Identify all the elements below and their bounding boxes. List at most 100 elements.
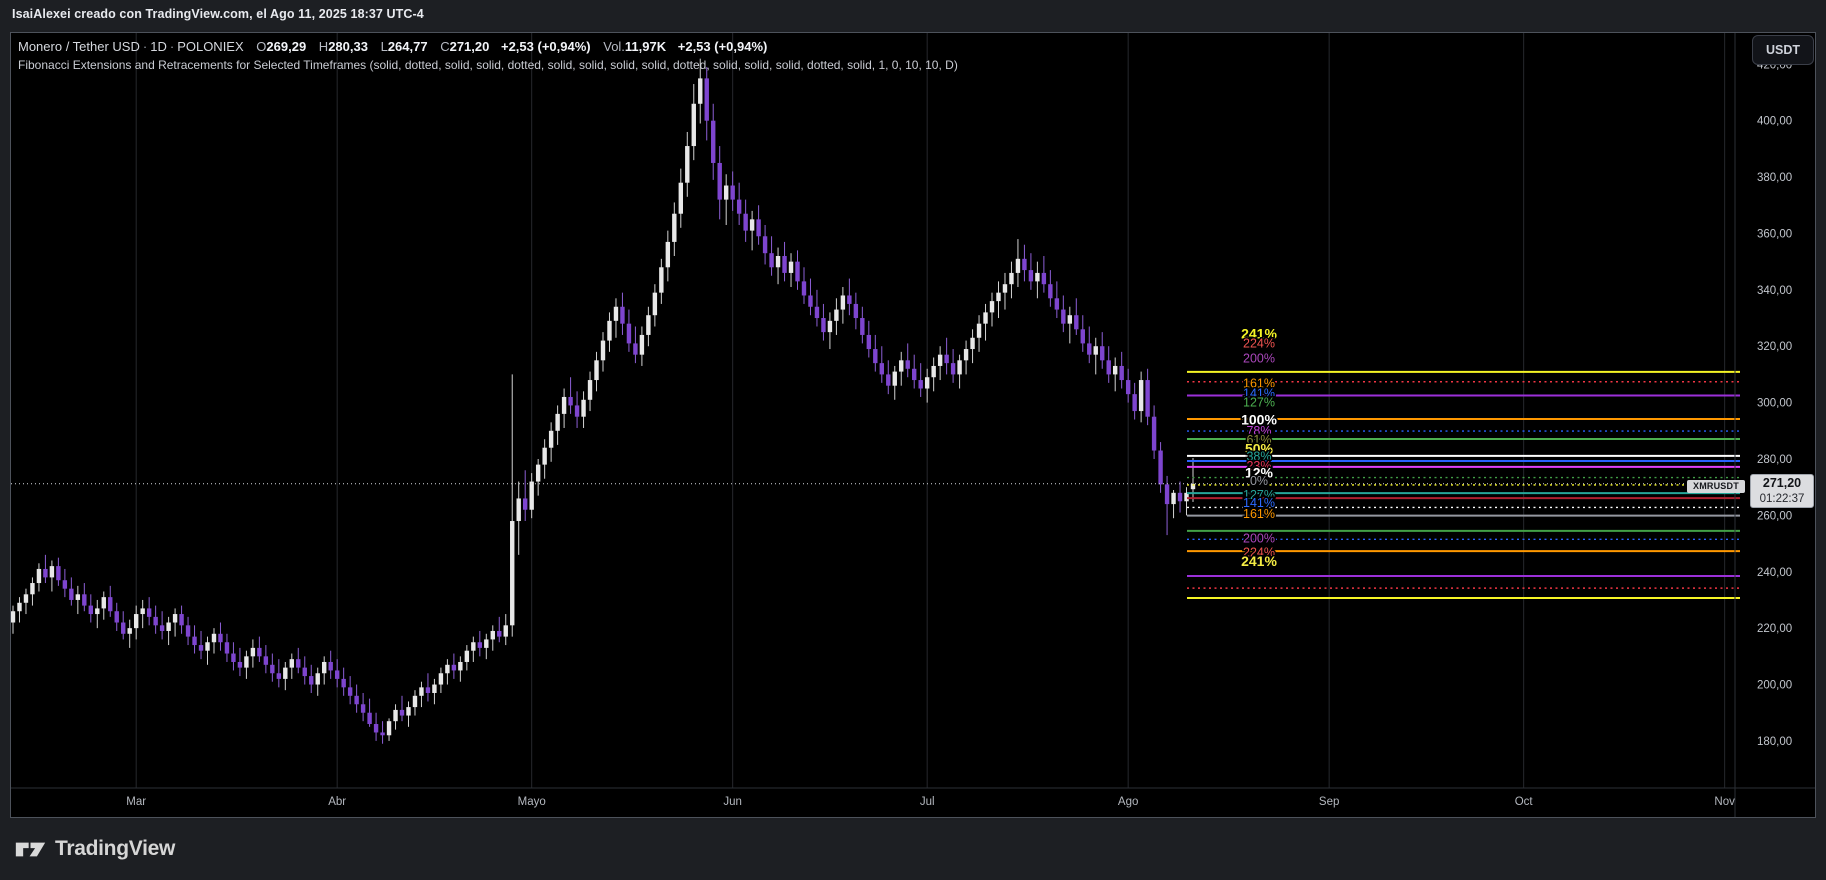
time-tick-label[interactable]: Ago (1118, 796, 1138, 808)
candle-body (853, 303, 859, 319)
time-tick-label[interactable]: Oct (1515, 796, 1534, 808)
candle-body (957, 360, 962, 375)
candle-body (866, 334, 872, 350)
candle-body (691, 103, 696, 147)
candle-body (912, 368, 917, 381)
candle-body (672, 213, 677, 242)
candle-body (166, 622, 171, 631)
price-tick-label[interactable]: 360,00 (1757, 228, 1792, 240)
candle-body (121, 622, 126, 634)
candle-body (1106, 360, 1111, 375)
candle-body (963, 349, 969, 361)
fib-level-label: 200% (1243, 351, 1275, 365)
time-tick-label[interactable]: Sep (1319, 796, 1339, 808)
candle-body (56, 566, 61, 581)
candle-body (769, 253, 774, 268)
candle-body (659, 267, 664, 293)
indicator-title[interactable]: Fibonacci Extensions and Retracements fo… (18, 58, 958, 72)
candle-body (873, 349, 878, 364)
candle-body (484, 639, 489, 648)
candle-body (1112, 365, 1118, 375)
candle-body (743, 213, 748, 231)
high-prefix: H (318, 39, 329, 54)
time-tick-label[interactable]: Mar (126, 796, 146, 808)
close-prefix: C (440, 39, 450, 54)
candle-body (179, 614, 184, 626)
candle-body (198, 645, 204, 651)
candle-body (568, 396, 573, 406)
candles-group[interactable] (11, 58, 1196, 744)
readout-separator: · (169, 39, 175, 54)
candle-body (347, 687, 353, 696)
price-tick-label[interactable]: 180,00 (1757, 736, 1792, 748)
price-tick-label[interactable]: 200,00 (1757, 680, 1792, 692)
price-tick-label[interactable]: 240,00 (1757, 567, 1792, 579)
attribution-text: IsaiAlexei creado con TradingView.com, e… (12, 7, 424, 21)
interval-label[interactable]: 1D (150, 39, 167, 54)
currency-toggle-button[interactable]: USDT (1752, 35, 1814, 65)
price-tick-label[interactable]: 340,00 (1757, 285, 1792, 297)
candle-body (257, 647, 262, 657)
price-tick-label[interactable]: 220,00 (1757, 623, 1792, 635)
price-tick-label[interactable]: 400,00 (1757, 116, 1792, 128)
candle-body (270, 664, 275, 674)
candle-body (762, 236, 768, 254)
candle-body (95, 608, 100, 615)
fib-level-label: 127% (1243, 488, 1275, 502)
candle-body (574, 405, 580, 417)
price-tick-label[interactable]: 300,00 (1757, 398, 1792, 410)
candle-body (1138, 380, 1144, 412)
candle-body (244, 656, 249, 668)
candle-body (503, 625, 508, 637)
symbol-title[interactable]: Monero / Tether USD (18, 39, 140, 54)
fib-level-label: 161% (1243, 377, 1275, 391)
candle-body (626, 323, 632, 344)
time-tick-label[interactable]: Mayo (518, 796, 546, 808)
candle-body (581, 399, 586, 417)
candle-body (535, 464, 541, 482)
candle-body (283, 667, 288, 679)
readout-separator: · (142, 39, 148, 54)
price-tick-label[interactable]: 320,00 (1757, 341, 1792, 353)
fib-level-label: 100% (1241, 412, 1277, 428)
symbol-readout[interactable]: Monero / Tether USD · 1D · POLONIEX O269,29 … (18, 39, 767, 54)
fib-level-label: 61% (1246, 433, 1271, 447)
candle-body (302, 667, 307, 677)
price-tick-label[interactable]: 260,00 (1757, 510, 1792, 522)
time-tick-label[interactable]: Jun (723, 796, 742, 808)
fib-level-label: 23% (1246, 459, 1271, 473)
candle-body (445, 664, 450, 674)
time-tick-label[interactable]: Abr (328, 796, 346, 808)
candle-body (795, 261, 800, 282)
time-tick-label[interactable]: Nov (1714, 796, 1735, 808)
price-tick-label[interactable]: 380,00 (1757, 172, 1792, 184)
candle-body (237, 661, 243, 668)
candle-body (620, 306, 625, 324)
candle-body (646, 315, 651, 335)
candle-body (775, 256, 781, 268)
candle-body (1022, 258, 1027, 271)
time-tick-label[interactable]: Jul (920, 796, 935, 808)
candle-body (108, 597, 113, 612)
candle-body (419, 687, 424, 696)
fib-level-label: 200% (1243, 531, 1275, 545)
price-tick-label[interactable]: 280,00 (1757, 454, 1792, 466)
candle-body (594, 360, 599, 381)
candle-body (1184, 492, 1189, 502)
candle-body (412, 695, 418, 708)
candle-body (146, 608, 152, 617)
candle-body (464, 650, 470, 662)
tradingview-brand-link[interactable]: TradingView (14, 836, 175, 862)
candle-body (11, 611, 16, 623)
candle-body (140, 608, 145, 615)
candle-body (354, 695, 359, 705)
candle-body (1061, 309, 1066, 324)
candle-body (438, 673, 444, 685)
candle-body (944, 354, 949, 364)
candle-body (205, 642, 210, 651)
candle-body (309, 676, 314, 685)
candle-body (334, 670, 340, 679)
candle-body (879, 363, 884, 375)
